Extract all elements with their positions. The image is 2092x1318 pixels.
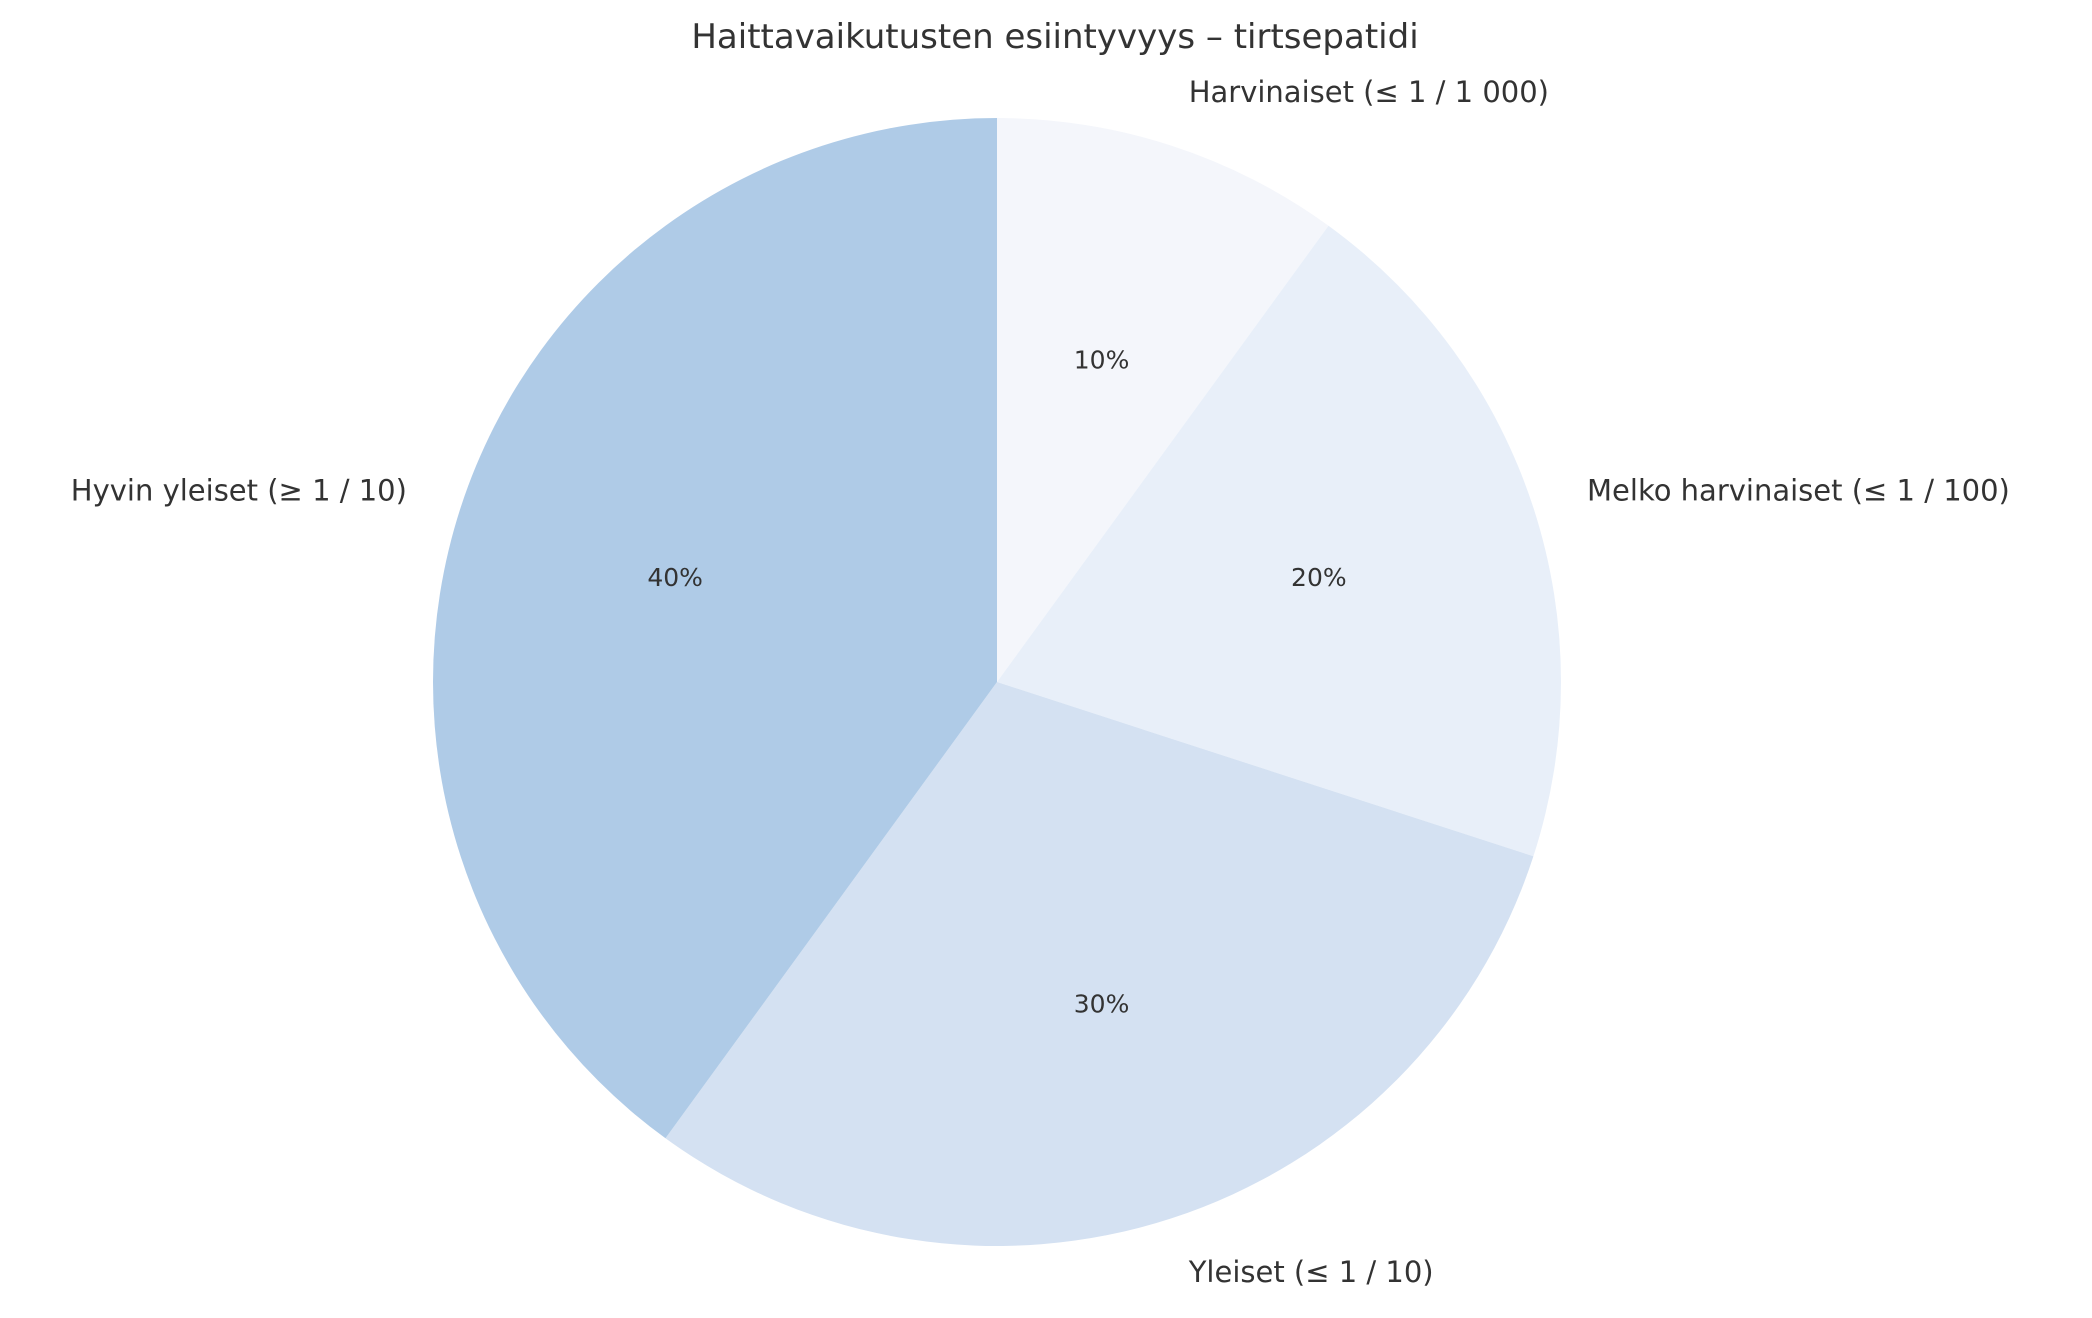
chart-title: Haittavaikutusten esiintyvyys – tirtsepa…: [691, 17, 1418, 57]
slice-category-label: Melko harvinaiset (≤ 1 / 100): [1587, 473, 2010, 507]
slice-category-label: Yleiset (≤ 1 / 10): [1188, 1255, 1434, 1289]
slice-category-label: Hyvin yleiset (≥ 1 / 10): [71, 473, 407, 507]
pie-slice: [997, 118, 1329, 682]
pie-slices: [432, 118, 1561, 1246]
pie-slice: [997, 225, 1561, 857]
pie-slice: [432, 118, 997, 1139]
slice-percent-label: 10%: [1074, 346, 1130, 375]
slice-percent-label: 30%: [1074, 989, 1130, 1018]
slice-percent-label: 20%: [1291, 563, 1347, 592]
slice-percent-label: 40%: [647, 563, 703, 592]
pie-labels: 10% Harvinaiset (≤ 1 / 1 000) 20% Melko har…: [71, 75, 2010, 1289]
pie-slice: [665, 682, 1534, 1246]
slice-category-label: Harvinaiset (≤ 1 / 1 000): [1189, 75, 1549, 109]
